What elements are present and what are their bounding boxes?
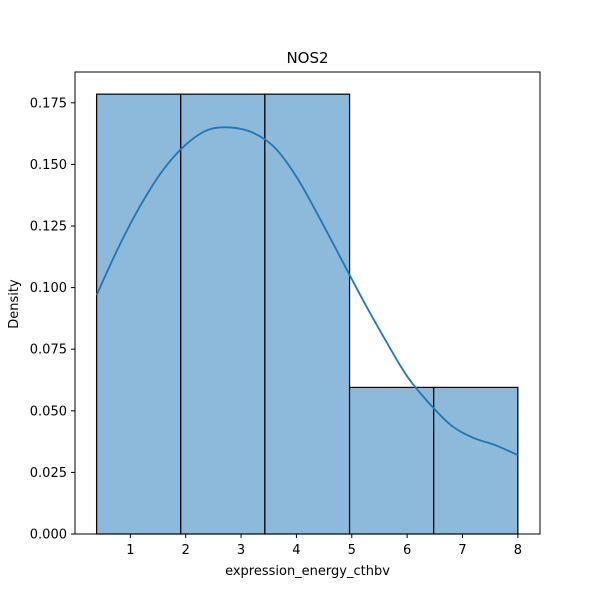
- plot-frame: [74, 71, 541, 535]
- y-tick-label: 0.100: [30, 281, 67, 296]
- y-tick-label: 0.150: [30, 158, 67, 173]
- x-tick-label: 3: [237, 543, 245, 558]
- x-tick-label: 2: [182, 543, 190, 558]
- y-tick-label: 0.025: [30, 466, 67, 481]
- kde-curve: [95, 126, 519, 456]
- y-tick-label: 0.125: [30, 220, 67, 235]
- histogram-bar-2: [180, 93, 266, 535]
- axes-layer: 1 2 3 4 5 6 7 8 0.000 0.025 0.050 0.075 0.100 0.125 0.…: [30, 71, 541, 558]
- x-tick-label: 8: [514, 543, 522, 558]
- histogram-bar-4: [348, 386, 435, 535]
- histogram-bar-1: [95, 93, 182, 535]
- x-tick-label: 5: [348, 543, 356, 558]
- bars-layer: [95, 93, 519, 535]
- y-tick-label: 0.175: [30, 96, 67, 111]
- histogram-bar-3: [264, 93, 351, 535]
- y-tick-label: 0.000: [30, 528, 67, 543]
- chart-title: NOS2: [286, 49, 328, 67]
- x-tick-label: 4: [292, 543, 300, 558]
- y-tick-label: 0.075: [30, 343, 67, 358]
- histogram-bar-5: [433, 386, 519, 535]
- x-tick-label: 6: [403, 543, 411, 558]
- kde-layer: [95, 126, 519, 456]
- y-tick-label: 0.050: [30, 404, 67, 419]
- x-tick-label: 1: [126, 543, 134, 558]
- x-axis-label: expression_energy_cthbv: [225, 564, 390, 579]
- x-tick-label: 7: [458, 543, 466, 558]
- y-axis-label: Density: [7, 279, 22, 329]
